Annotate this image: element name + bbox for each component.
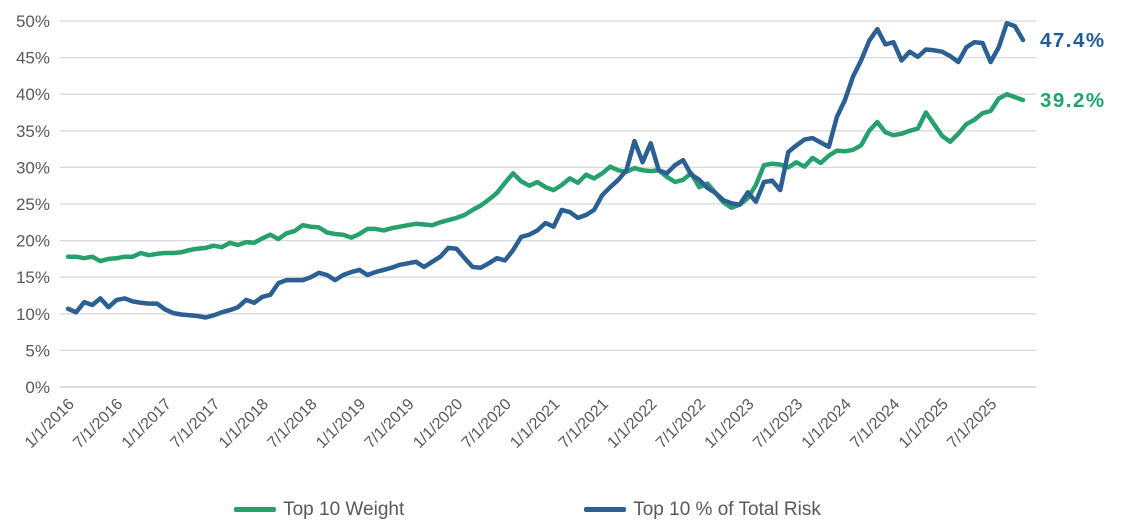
x-axis-tick-label: 1/1/2017 bbox=[119, 396, 175, 452]
y-axis-tick-label: 45% bbox=[16, 49, 50, 68]
legend-line-swatch-green bbox=[234, 507, 277, 512]
series-end-label-top-10-weight: 39.2% bbox=[1040, 89, 1106, 112]
legend-item-top-10-total-risk[interactable]: Top 10 % of Total Risk bbox=[584, 500, 821, 519]
x-axis-tick-label: 7/1/2016 bbox=[70, 396, 126, 452]
x-axis-tick-label: 1/1/2022 bbox=[604, 396, 660, 452]
x-axis-tick-label: 7/1/2019 bbox=[362, 396, 418, 452]
x-axis-tick-label: 7/1/2023 bbox=[750, 396, 806, 452]
x-axis-tick-label: 7/1/2021 bbox=[556, 396, 612, 452]
chart-legend: Top 10 Weight Top 10 % of Total Risk bbox=[0, 500, 1090, 519]
x-axis-tick-label: 1/1/2019 bbox=[313, 396, 369, 452]
x-axis-tick-label: 1/1/2025 bbox=[896, 396, 952, 452]
y-axis-tick-label: 35% bbox=[16, 122, 50, 141]
legend-label-top-10-total-risk: Top 10 % of Total Risk bbox=[633, 499, 821, 520]
series-line-top-10-weight[interactable] bbox=[65, 91, 1026, 264]
legend-label-top-10-weight: Top 10 Weight bbox=[283, 499, 405, 520]
x-axis-tick-label: 1/1/2016 bbox=[22, 396, 78, 452]
legend-line-swatch-blue bbox=[584, 507, 627, 512]
y-axis-tick-label: 15% bbox=[16, 268, 50, 287]
x-axis-tick-label: 1/1/2023 bbox=[702, 396, 758, 452]
x-axis-tick-label: 1/1/2021 bbox=[507, 396, 563, 452]
series-end-label-top-10-pct-of-total-risk: 47.4% bbox=[1040, 29, 1106, 52]
y-axis-tick-label: 10% bbox=[16, 305, 50, 324]
x-axis-tick-label: 7/1/2025 bbox=[944, 396, 1000, 452]
legend-item-top-10-weight[interactable]: Top 10 Weight bbox=[234, 500, 404, 519]
y-axis-tick-label: 40% bbox=[16, 85, 50, 104]
x-axis-tick-label: 7/1/2020 bbox=[459, 396, 515, 452]
y-axis-tick-label: 50% bbox=[16, 12, 50, 31]
x-axis-tick-label: 7/1/2022 bbox=[653, 396, 709, 452]
x-axis-tick-label: 7/1/2017 bbox=[167, 396, 223, 452]
x-axis-tick-label: 1/1/2024 bbox=[799, 396, 855, 452]
y-axis-tick-label: 30% bbox=[16, 158, 50, 177]
y-axis-tick-label: 5% bbox=[25, 341, 50, 360]
x-axis-tick-label: 1/1/2020 bbox=[410, 396, 466, 452]
y-axis-tick-label: 20% bbox=[16, 232, 50, 251]
x-axis-tick-label: 7/1/2024 bbox=[847, 396, 903, 452]
x-axis-tick-label: 1/1/2018 bbox=[216, 396, 272, 452]
y-axis-tick-label: 0% bbox=[25, 378, 50, 397]
x-axis-tick-label: 7/1/2018 bbox=[265, 396, 321, 452]
y-axis-tick-label: 25% bbox=[16, 195, 50, 214]
series-line-top-10-pct-of-total-risk[interactable] bbox=[65, 20, 1026, 320]
